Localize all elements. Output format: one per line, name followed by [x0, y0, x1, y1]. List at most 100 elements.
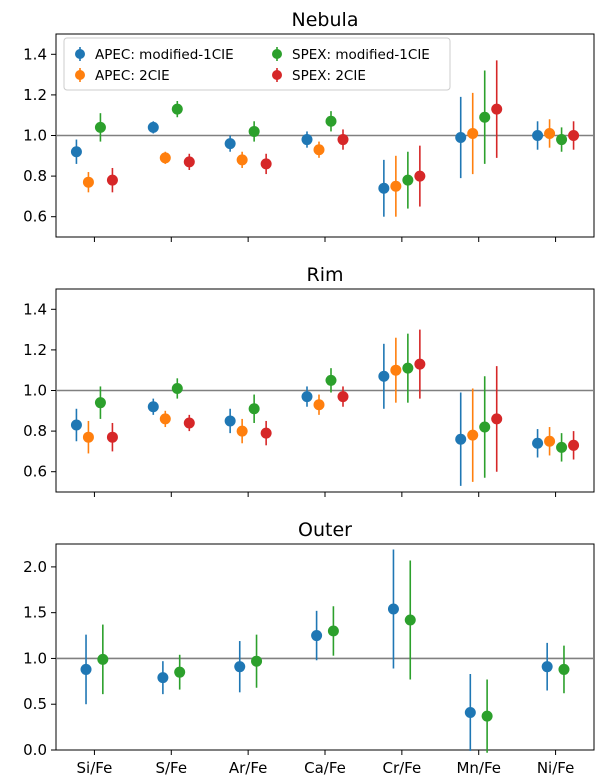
data-point	[568, 130, 580, 141]
data-point	[325, 115, 337, 127]
y-tick-label: 1.4	[23, 45, 47, 63]
data-point	[224, 415, 236, 427]
series-group	[70, 96, 544, 217]
data-point	[378, 182, 390, 194]
y-tick-label: 1.0	[23, 382, 47, 400]
data-point	[159, 413, 171, 425]
data-point	[157, 672, 169, 684]
data-point	[378, 370, 390, 382]
data-point	[260, 427, 272, 439]
series-group	[80, 549, 553, 751]
legend-label: SPEX: modified-1CIE	[292, 47, 430, 63]
data-point	[491, 103, 503, 115]
data-point	[183, 156, 195, 168]
data-point	[183, 417, 195, 429]
data-point	[455, 433, 467, 445]
data-point	[568, 439, 580, 451]
y-tick-label: 0.5	[23, 695, 47, 713]
data-point	[94, 397, 106, 409]
plot-frame	[55, 543, 595, 751]
x-tick-label: Si/Fe	[77, 759, 113, 777]
data-point	[414, 170, 426, 182]
data-point	[301, 134, 313, 146]
chart-title: Outer	[298, 519, 352, 541]
data-point	[402, 362, 414, 374]
data-point	[479, 111, 491, 123]
data-point	[544, 127, 556, 139]
data-point	[106, 431, 118, 443]
data-point	[301, 391, 313, 403]
chart-panel: Rim 0.6 0.8 1.0 1.2 1.4	[23, 264, 595, 497]
data-point	[387, 603, 399, 615]
legend-marker	[75, 70, 85, 80]
data-point	[556, 134, 568, 146]
chart-title: Nebula	[292, 9, 359, 31]
x-tick-label: Ni/Fe	[537, 759, 574, 777]
data-point	[467, 429, 479, 441]
data-point	[414, 358, 426, 370]
legend-marker	[75, 49, 85, 59]
data-point	[311, 630, 323, 642]
x-tick-label: Cr/Fe	[382, 759, 421, 777]
series-group	[94, 70, 568, 209]
data-point	[171, 103, 183, 115]
data-point	[313, 399, 325, 411]
data-point	[327, 625, 339, 637]
y-tick-label: 1.0	[23, 649, 47, 667]
series-group	[82, 92, 556, 217]
data-point	[464, 706, 476, 718]
data-point	[532, 130, 544, 141]
data-point	[325, 374, 337, 386]
y-tick-label: 0.8	[23, 167, 47, 185]
data-point	[402, 174, 414, 186]
y-tick-label: 0.6	[23, 208, 47, 226]
legend-marker	[272, 49, 282, 59]
data-point	[390, 364, 402, 376]
data-point	[174, 666, 186, 678]
data-point	[147, 401, 159, 413]
x-tick-label: Ca/Fe	[304, 759, 346, 777]
data-point	[455, 132, 467, 144]
data-point	[404, 614, 416, 626]
y-tick-label: 1.5	[23, 604, 47, 622]
data-point	[337, 391, 349, 403]
y-tick-label: 1.0	[23, 127, 47, 145]
legend-frame	[63, 37, 451, 91]
legend-label: SPEX: 2CIE	[292, 68, 366, 84]
data-point	[558, 663, 570, 675]
data-point	[313, 144, 325, 156]
x-tick-label: S/Fe	[155, 759, 187, 777]
legend-marker	[272, 70, 282, 80]
data-point	[147, 121, 159, 133]
y-tick-label: 0.8	[23, 422, 47, 440]
data-point	[251, 655, 263, 667]
data-point	[80, 663, 92, 675]
chart-title: Rim	[307, 264, 344, 286]
series-group	[106, 60, 580, 207]
series-group	[82, 337, 556, 482]
x-tick-label: Ar/Fe	[229, 759, 268, 777]
data-point	[337, 134, 349, 146]
y-tick-label: 1.2	[23, 86, 47, 104]
data-point	[467, 127, 479, 139]
y-tick-label: 2.0	[23, 558, 47, 576]
data-point	[532, 437, 544, 449]
data-point	[491, 413, 503, 425]
data-point	[82, 431, 94, 443]
x-tick-label: Mn/Fe	[456, 759, 501, 777]
data-point	[82, 176, 94, 188]
data-point	[97, 653, 109, 665]
series-group	[94, 333, 568, 478]
y-tick-label: 1.2	[23, 341, 47, 359]
legend-label: APEC: 2CIE	[95, 68, 170, 84]
data-point	[159, 152, 171, 164]
data-point	[248, 403, 260, 415]
legend-label: APEC: modified-1CIE	[95, 47, 234, 63]
data-point	[236, 425, 248, 437]
series-group	[70, 343, 544, 486]
data-point	[541, 661, 553, 673]
data-point	[544, 435, 556, 447]
legend: APEC: modified-1CIE APEC: 2CIE SPEX: modif…	[63, 37, 451, 91]
data-point	[481, 710, 493, 722]
